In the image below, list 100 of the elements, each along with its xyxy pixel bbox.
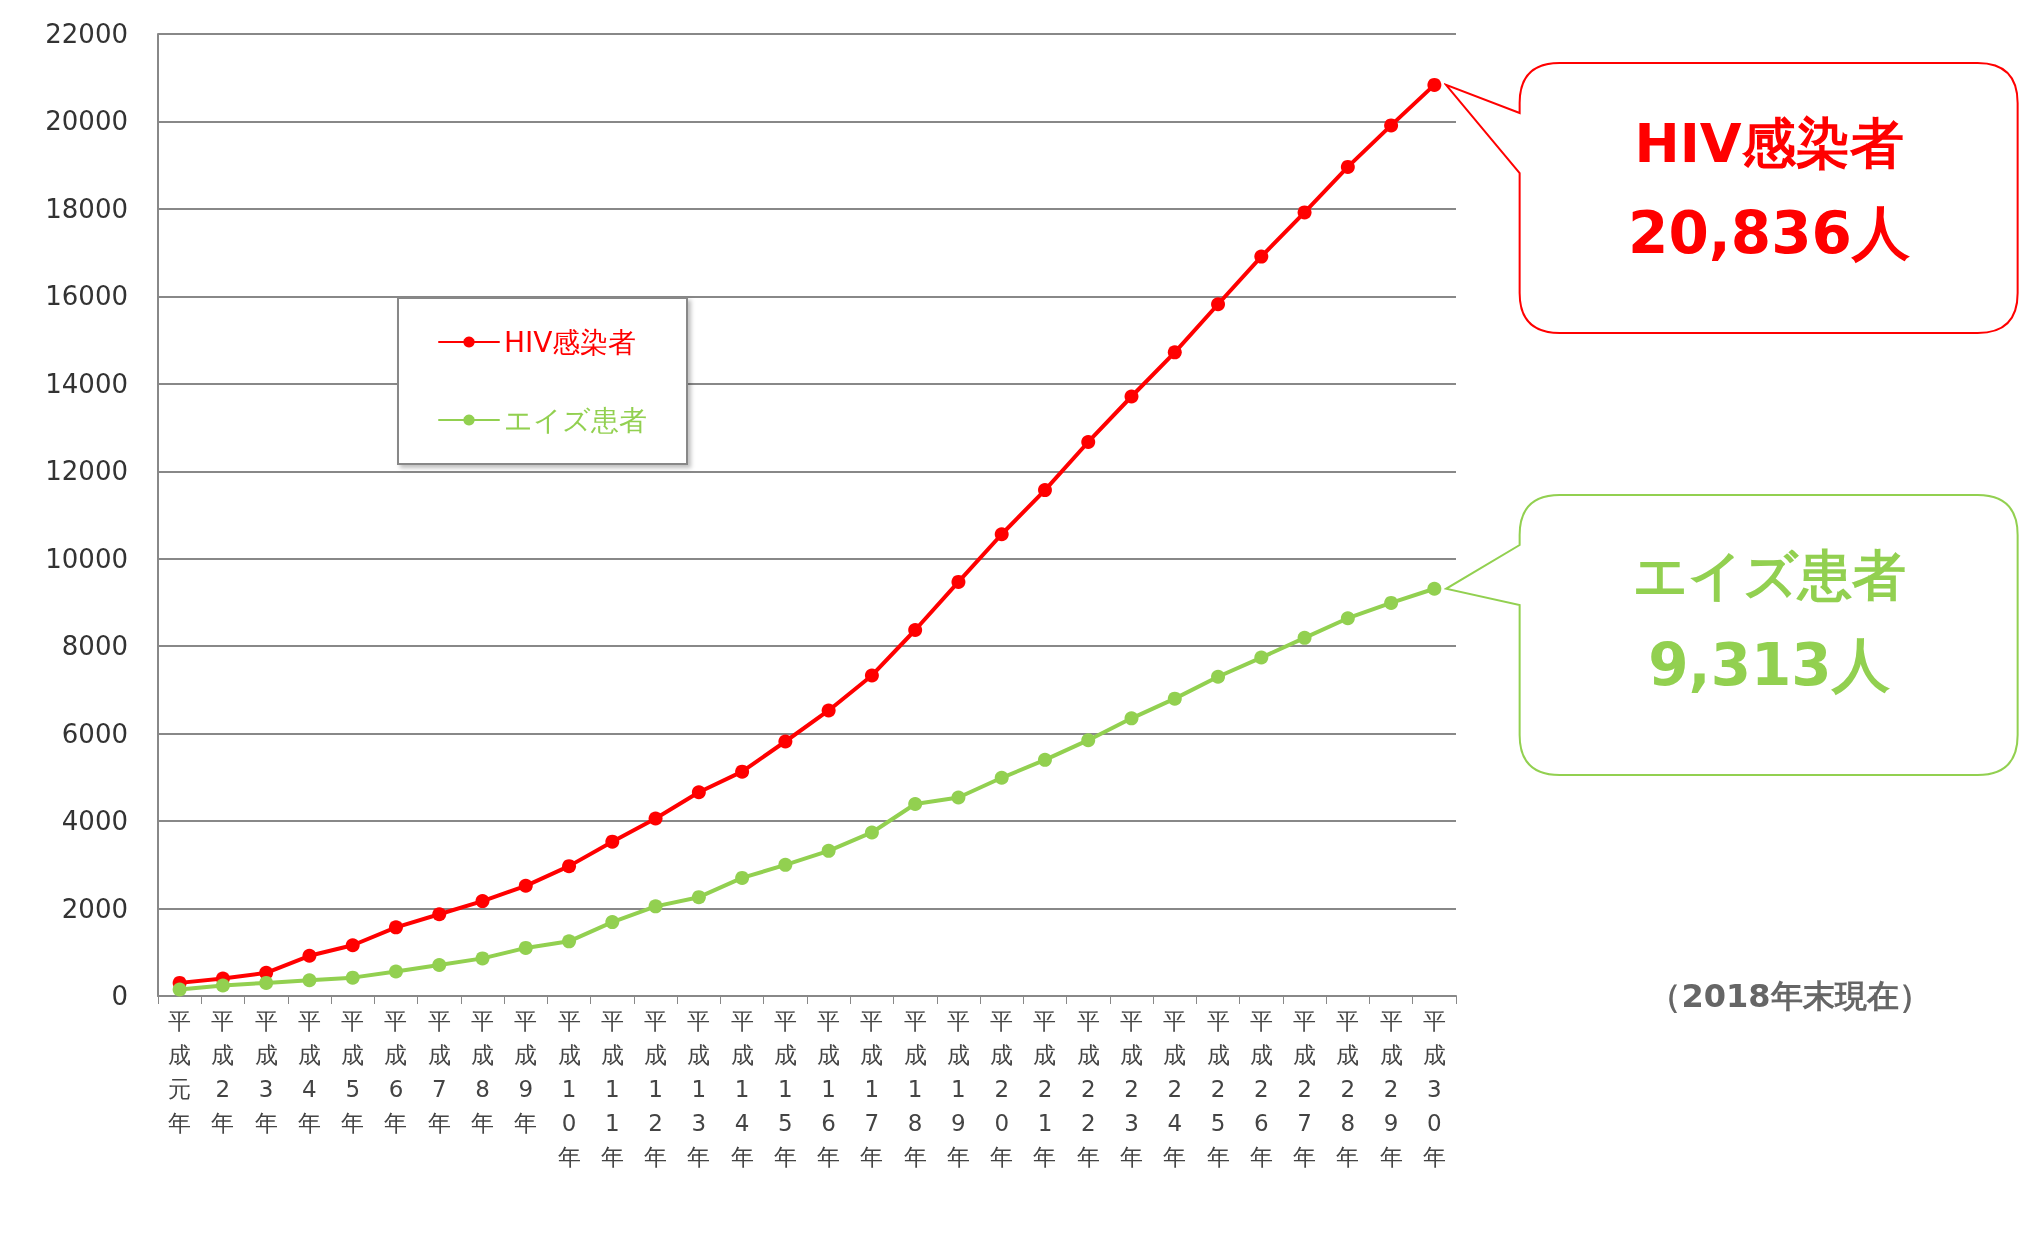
point — [908, 623, 923, 637]
point — [562, 859, 577, 874]
legend-label: HIV感染者 — [504, 325, 637, 359]
point — [1081, 733, 1096, 748]
point — [1297, 205, 1312, 220]
y-tick-label: 2000 — [61, 893, 128, 924]
x-tick-label: 平成28年 — [1336, 1008, 1360, 1170]
point — [1340, 611, 1355, 626]
point — [259, 975, 274, 990]
x-tick-label: 平成9年 — [514, 1008, 538, 1136]
y-tick-label: 22000 — [45, 19, 128, 49]
y-tick-label: 12000 — [45, 456, 128, 487]
point — [821, 843, 836, 858]
point — [994, 770, 1009, 785]
point — [735, 870, 750, 885]
x-tick-label: 平成2年 — [211, 1008, 235, 1136]
point — [691, 785, 706, 800]
point — [518, 878, 533, 893]
point — [1211, 669, 1226, 684]
point — [778, 857, 793, 872]
text: （2018年末現在） — [1649, 977, 1931, 1015]
point — [1124, 389, 1139, 404]
point — [562, 934, 577, 949]
point — [1297, 630, 1312, 645]
x-tick-label: 平成4年 — [297, 1008, 321, 1136]
point — [345, 938, 360, 953]
y-tick-label: 10000 — [45, 543, 128, 574]
x-tick-label: 平成20年 — [990, 1008, 1014, 1170]
x-tick-label: 平成26年 — [1249, 1008, 1273, 1170]
point — [1037, 483, 1052, 498]
point — [302, 948, 317, 963]
x-tick-label: 平成17年 — [860, 1008, 884, 1170]
point — [648, 899, 663, 914]
point — [1254, 650, 1269, 665]
x-tick-label: 平成元年 — [168, 1008, 192, 1136]
point — [1211, 297, 1226, 312]
point — [1384, 595, 1399, 610]
x-tick-label: 平成11年 — [600, 1008, 624, 1170]
point — [951, 574, 966, 589]
point — [172, 982, 187, 997]
x-tick-label: 平成23年 — [1120, 1008, 1143, 1170]
y-tick-label: 14000 — [45, 368, 128, 399]
point — [605, 915, 620, 930]
x-tick-label: 平成13年 — [687, 1008, 711, 1170]
x-tick-label: 平成14年 — [730, 1008, 754, 1170]
point — [475, 894, 490, 909]
point — [1384, 118, 1399, 133]
x-tick-label: 平成21年 — [1033, 1008, 1057, 1170]
x-tick-label: 平成19年 — [946, 1008, 970, 1170]
point — [778, 734, 793, 749]
point — [1124, 711, 1139, 726]
y-tick-label: 20000 — [45, 106, 128, 137]
text: HIV感染者 — [1634, 111, 1904, 175]
text: エイズ患者 — [1632, 543, 1906, 607]
point — [648, 811, 663, 826]
x-tick-label: 平成24年 — [1163, 1008, 1187, 1170]
text: 9,313人 — [1648, 631, 1890, 699]
point — [475, 951, 490, 966]
point — [605, 834, 620, 849]
x-tick-label: 平成25年 — [1206, 1008, 1230, 1170]
point — [432, 957, 447, 972]
y-tick-label: 6000 — [61, 718, 128, 749]
x-tick-label: 平成6年 — [384, 1008, 408, 1136]
point — [432, 907, 447, 922]
point — [1427, 581, 1442, 596]
point — [345, 970, 360, 985]
point — [215, 978, 230, 993]
point — [388, 920, 403, 935]
y-tick-label: 0 — [111, 981, 128, 1011]
y-tick-label: 4000 — [61, 806, 128, 837]
x-tick-label: 平成22年 — [1076, 1008, 1100, 1170]
x-tick-label: 平成15年 — [773, 1008, 797, 1170]
x-tick-label: 平成3年 — [254, 1008, 278, 1136]
point — [1427, 77, 1442, 92]
point — [1167, 345, 1182, 360]
x-tick-label: 平成5年 — [341, 1008, 365, 1136]
point — [1037, 752, 1052, 767]
x-tick-label: 平成7年 — [427, 1008, 451, 1136]
x-tick-label: 平成29年 — [1379, 1008, 1403, 1170]
x-tick-label: 平成10年 — [557, 1008, 581, 1170]
point — [951, 790, 966, 805]
point — [864, 668, 879, 683]
x-tick-label: 平成30年 — [1422, 1008, 1446, 1170]
x-tick-label: 平成16年 — [817, 1008, 841, 1170]
point — [691, 890, 706, 905]
point — [302, 973, 317, 988]
x-tick-label: 平成8年 — [471, 1008, 494, 1136]
y-tick-label: 16000 — [45, 281, 128, 312]
text: 20,836人 — [1628, 199, 1910, 267]
y-tick-label: 8000 — [61, 631, 128, 662]
point — [864, 825, 879, 840]
point — [1167, 691, 1182, 706]
point — [908, 797, 923, 812]
y-tick-label: 18000 — [45, 193, 128, 224]
point — [994, 527, 1009, 542]
point — [1340, 159, 1355, 174]
point — [735, 764, 750, 779]
point — [1254, 249, 1269, 264]
x-tick-label: 平成27年 — [1293, 1008, 1317, 1170]
x-tick-label: 平成18年 — [903, 1008, 927, 1170]
